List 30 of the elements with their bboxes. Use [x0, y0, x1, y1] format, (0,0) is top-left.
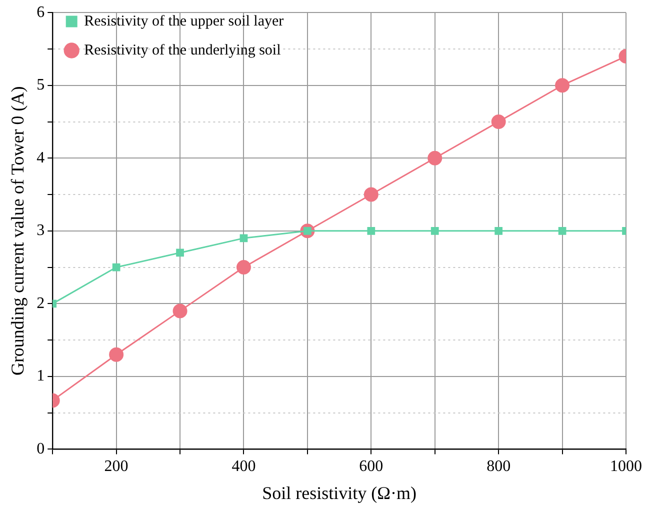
point [494, 226, 503, 235]
x-tick-label: 400 [232, 458, 256, 476]
legend-label: Resistivity of the upper soil layer [84, 13, 284, 30]
y-tick-label: 5 [36, 76, 45, 94]
x-axis-title: Soil resistivity (Ω·m) [262, 482, 416, 503]
x-tick-label: 800 [486, 458, 511, 476]
point [112, 263, 120, 272]
y-tick-label: 3 [36, 222, 45, 240]
x-tick-label: 1000 [610, 458, 642, 476]
y-axis-title: Grounding current value of Tower 0 (A) [8, 86, 28, 376]
point [176, 248, 184, 257]
point [367, 226, 376, 235]
point [491, 114, 506, 129]
point [240, 234, 248, 242]
y-tick-label: 1 [36, 368, 45, 385]
y-tick-label: 2 [36, 294, 45, 312]
legend-label: Resistivity of the underlying soil [84, 42, 281, 58]
point [364, 187, 378, 202]
point [236, 260, 251, 275]
point [555, 78, 570, 93]
y-tick-label: 4 [36, 149, 45, 166]
x-tick-label: 600 [359, 458, 384, 476]
y-tick-label: 0 [36, 440, 45, 458]
y-tick-label: 6 [36, 4, 45, 21]
point [172, 304, 188, 318]
point [109, 347, 124, 362]
point [558, 226, 566, 235]
x-tick-label: 200 [104, 458, 128, 476]
point [430, 226, 439, 235]
point [428, 150, 442, 166]
